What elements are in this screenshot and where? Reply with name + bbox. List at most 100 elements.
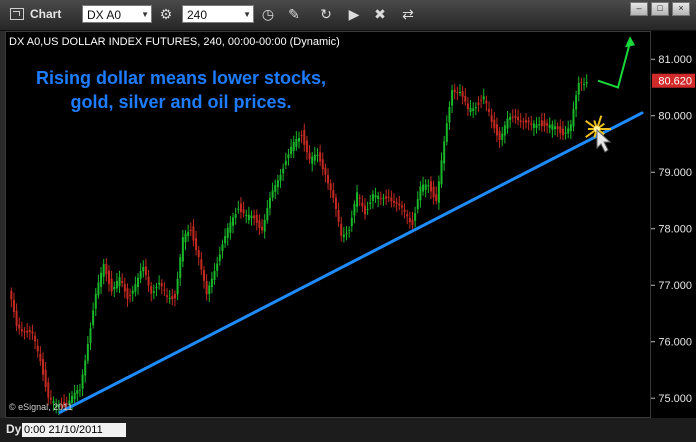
candle-body <box>152 291 155 293</box>
candle-body <box>287 154 290 159</box>
candle-body <box>181 237 184 262</box>
candle-body <box>192 226 195 241</box>
candle-body <box>255 214 258 223</box>
candle-body <box>561 128 564 136</box>
candle-body <box>538 124 541 126</box>
candle-body <box>276 180 279 188</box>
candle-body <box>345 233 348 235</box>
candle-body <box>427 185 430 187</box>
candle-body <box>429 181 432 192</box>
close-icon[interactable]: ✖ <box>374 6 386 22</box>
candle-body <box>39 353 42 362</box>
candle-body <box>202 270 205 281</box>
candle-body <box>100 272 103 287</box>
candle-body <box>572 109 575 127</box>
candle-body <box>556 126 559 130</box>
candle-body <box>121 281 124 284</box>
candle-body <box>26 330 29 333</box>
candle-body <box>49 397 52 400</box>
candle-body <box>324 167 327 175</box>
candle-body <box>31 331 34 334</box>
play-icon[interactable]: ▶ <box>348 6 360 22</box>
candle-body <box>155 287 158 289</box>
candle-body <box>419 186 422 201</box>
candle-body <box>414 213 417 221</box>
candle-body <box>131 290 134 294</box>
candle-body <box>379 198 382 200</box>
sparkle-center <box>594 126 600 132</box>
candle-body <box>451 90 454 106</box>
candle-body <box>382 197 385 199</box>
candle-body <box>150 286 153 294</box>
sparkle-burst-icon <box>585 115 611 143</box>
candle-body <box>577 82 580 95</box>
refresh-icon[interactable]: ↻ <box>320 6 332 22</box>
candle-body <box>139 271 142 279</box>
candle-body <box>84 360 87 376</box>
candle-body <box>197 250 200 258</box>
candle-body <box>456 92 459 94</box>
y-axis-panel <box>651 31 696 418</box>
candle-body <box>242 209 245 214</box>
candle-body <box>253 215 256 219</box>
candle-body <box>210 278 213 288</box>
candle-body <box>503 125 506 136</box>
candle-body <box>564 132 567 134</box>
symbol-input[interactable]: DX A0 ▼ <box>82 5 152 23</box>
candle-body <box>498 131 501 141</box>
candle-body <box>226 227 229 238</box>
candle-body <box>466 103 469 109</box>
candle-body <box>342 234 345 238</box>
candle-body <box>305 140 308 153</box>
candle-body <box>266 207 269 221</box>
candle-body <box>295 138 298 147</box>
candle-body <box>171 296 174 300</box>
plot-area[interactable] <box>5 31 651 418</box>
candle-body <box>55 405 58 407</box>
candle-body <box>327 175 330 184</box>
candle-body <box>390 197 393 202</box>
candle-body <box>506 118 509 129</box>
candle-body <box>28 330 31 333</box>
candle-body <box>195 238 198 251</box>
candle-body <box>530 123 533 125</box>
candle-body <box>403 209 406 212</box>
candle-body <box>234 214 237 218</box>
candle-body <box>411 219 414 226</box>
candle-body <box>435 194 438 202</box>
close-icon[interactable]: × <box>672 2 690 16</box>
interval-input[interactable]: 240 ▼ <box>182 5 254 23</box>
y-tick-label: 80.000 <box>658 111 692 123</box>
candle-body <box>369 202 372 204</box>
candle-body <box>469 107 472 112</box>
candle-body <box>356 192 359 207</box>
candle-body <box>158 282 161 285</box>
minimize-icon[interactable]: – <box>630 2 648 16</box>
candle-body <box>60 403 63 407</box>
chevron-down-icon[interactable]: ▼ <box>243 10 251 19</box>
candle-body <box>160 283 163 287</box>
candle-body <box>580 82 583 84</box>
candle-body <box>408 218 411 223</box>
candle-body <box>332 190 335 198</box>
pencil-icon[interactable]: ✎ <box>288 6 300 22</box>
maximize-icon[interactable]: □ <box>651 2 669 16</box>
candle-body <box>519 120 522 122</box>
candle-body <box>52 401 55 404</box>
link-icon[interactable]: ⇄ <box>402 6 414 22</box>
gear-icon[interactable]: ⚙ <box>159 6 173 22</box>
candle-body <box>282 168 285 174</box>
candle-body <box>334 197 337 209</box>
candle-body <box>363 205 366 215</box>
candle-body <box>179 257 182 279</box>
candle-body <box>41 359 44 375</box>
candle-body <box>284 160 287 166</box>
candle-body <box>34 335 37 342</box>
candle-body <box>453 89 456 93</box>
arrow-path <box>597 42 631 89</box>
clock-icon[interactable]: ◷ <box>261 6 275 22</box>
y-tick-label: 81.000 <box>658 54 692 66</box>
cursor-date-readout: 0:00 21/10/2011 <box>22 423 126 437</box>
chevron-down-icon[interactable]: ▼ <box>141 10 149 19</box>
